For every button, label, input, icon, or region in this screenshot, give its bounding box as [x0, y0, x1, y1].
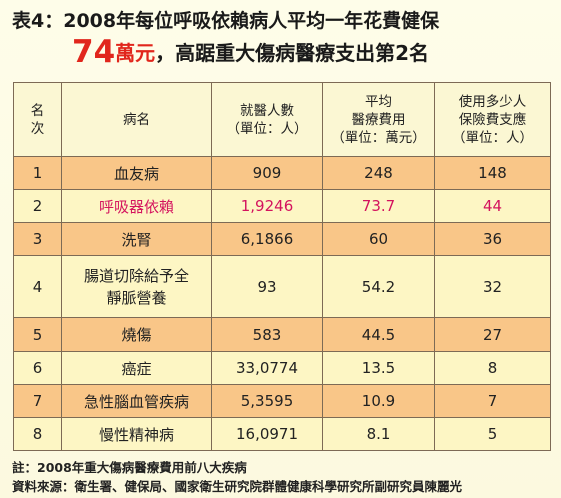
header-support-line: （單位：人） — [452, 129, 533, 146]
cell-avg-cost: 10.9 — [322, 384, 435, 418]
title-line-2-rest: ，高踞重大傷病醫療支出第2名 — [155, 41, 430, 65]
table-row: 6 癌症 33,0774 13.5 8 — [13, 351, 551, 385]
cell-patients: 93 — [211, 255, 323, 318]
cell-disease: 呼吸器依賴 — [61, 189, 212, 223]
cell-avg-cost: 73.7 — [322, 189, 435, 223]
header-patients-line: 就醫人數 — [240, 102, 294, 119]
cell-rank: 1 — [13, 156, 62, 190]
cell-support: 36 — [434, 222, 551, 256]
header-avg-cost-line: 平均 — [365, 93, 392, 110]
cell-disease: 慢性精神病 — [61, 417, 212, 451]
cell-disease: 腸道切除給予全 靜脈營養 — [61, 255, 212, 318]
cell-rank: 2 — [13, 189, 62, 223]
cell-disease-line: 靜脈營養 — [106, 288, 167, 307]
cell-rank: 5 — [13, 317, 62, 352]
header-rank-line: 次 — [30, 120, 45, 137]
header-support-line: 保險費支應 — [458, 111, 527, 128]
header-avg-cost-line: （單位：萬元） — [331, 129, 426, 146]
cell-avg-cost: 13.5 — [322, 351, 435, 385]
title-line-2: 74萬元，高踞重大傷病醫療支出第2名 — [72, 34, 429, 70]
table-row: 2 呼吸器依賴 1,9246 73.7 44 — [13, 189, 551, 223]
table-row: 1 血友病 909 248 148 — [13, 156, 551, 190]
cell-avg-cost: 60 — [322, 222, 435, 256]
cell-avg-cost: 54.2 — [322, 255, 435, 318]
cell-rank: 6 — [13, 351, 62, 385]
cell-support: 148 — [434, 156, 551, 190]
table-row: 4 腸道切除給予全 靜脈營養 93 54.2 32 — [13, 255, 551, 318]
cell-disease: 燒傷 — [61, 317, 212, 352]
header-rank: 名 次 — [13, 82, 62, 157]
title-line-1: 表4：2008年每位呼吸依賴病人平均一年花費健保 — [12, 10, 440, 32]
cell-disease-line: 腸道切除給予全 — [83, 266, 189, 285]
cell-rank: 7 — [13, 384, 62, 418]
table-row: 8 慢性精神病 16,0971 8.1 5 — [13, 417, 551, 451]
table-row: 3 洗腎 6,1866 60 36 — [13, 222, 551, 256]
cell-support: 8 — [434, 351, 551, 385]
title-amount: 74 — [72, 34, 116, 70]
header-patients: 就醫人數 （單位：人） — [211, 82, 323, 157]
cell-avg-cost: 8.1 — [322, 417, 435, 451]
cell-patients: 6,1866 — [211, 222, 323, 256]
cell-rank: 4 — [13, 255, 62, 318]
table-row: 5 燒傷 583 44.5 27 — [13, 317, 551, 352]
cell-disease: 急性腦血管疾病 — [61, 384, 212, 418]
cell-avg-cost: 44.5 — [322, 317, 435, 352]
table-header-row: 名 次 病名 就醫人數 （單位：人） 平均 醫療費用 （單位：萬元） 使用多少人… — [13, 82, 551, 157]
cell-patients: 909 — [211, 156, 323, 190]
header-support-line: 使用多少人 — [458, 93, 527, 110]
header-support: 使用多少人 保險費支應 （單位：人） — [434, 82, 551, 157]
cell-disease: 癌症 — [61, 351, 212, 385]
cell-patients: 1,9246 — [211, 189, 323, 223]
source-note: 資料來源：衛生署、健保局、國家衛生研究院群體健康科學研究所副研究員陳麗光 — [12, 479, 463, 494]
cell-patients: 5,3595 — [211, 384, 323, 418]
cell-disease: 血友病 — [61, 156, 212, 190]
cell-patients: 33,0774 — [211, 351, 323, 385]
table-row: 7 急性腦血管疾病 5,3595 10.9 7 — [13, 384, 551, 418]
cell-rank: 8 — [13, 417, 62, 451]
cost-table: 名 次 病名 就醫人數 （單位：人） 平均 醫療費用 （單位：萬元） 使用多少人… — [13, 82, 551, 451]
cell-patients: 583 — [211, 317, 323, 352]
header-rank-line: 名 — [30, 102, 45, 119]
cell-support: 7 — [434, 384, 551, 418]
cell-disease: 洗腎 — [61, 222, 212, 256]
cell-avg-cost: 248 — [322, 156, 435, 190]
footnote: 註：2008年重大傷病醫療費用前八大疾病 — [12, 460, 247, 475]
cell-support: 27 — [434, 317, 551, 352]
title-amount-unit: 萬元 — [115, 41, 156, 65]
header-avg-cost-line: 醫療費用 — [351, 111, 406, 128]
cell-support: 32 — [434, 255, 551, 318]
header-disease: 病名 — [61, 82, 212, 157]
cell-support: 44 — [434, 189, 551, 223]
header-patients-line: （單位：人） — [226, 120, 308, 137]
cell-support: 5 — [434, 417, 551, 451]
cell-rank: 3 — [13, 222, 62, 256]
header-avg-cost: 平均 醫療費用 （單位：萬元） — [322, 82, 435, 157]
cell-patients: 16,0971 — [211, 417, 323, 451]
